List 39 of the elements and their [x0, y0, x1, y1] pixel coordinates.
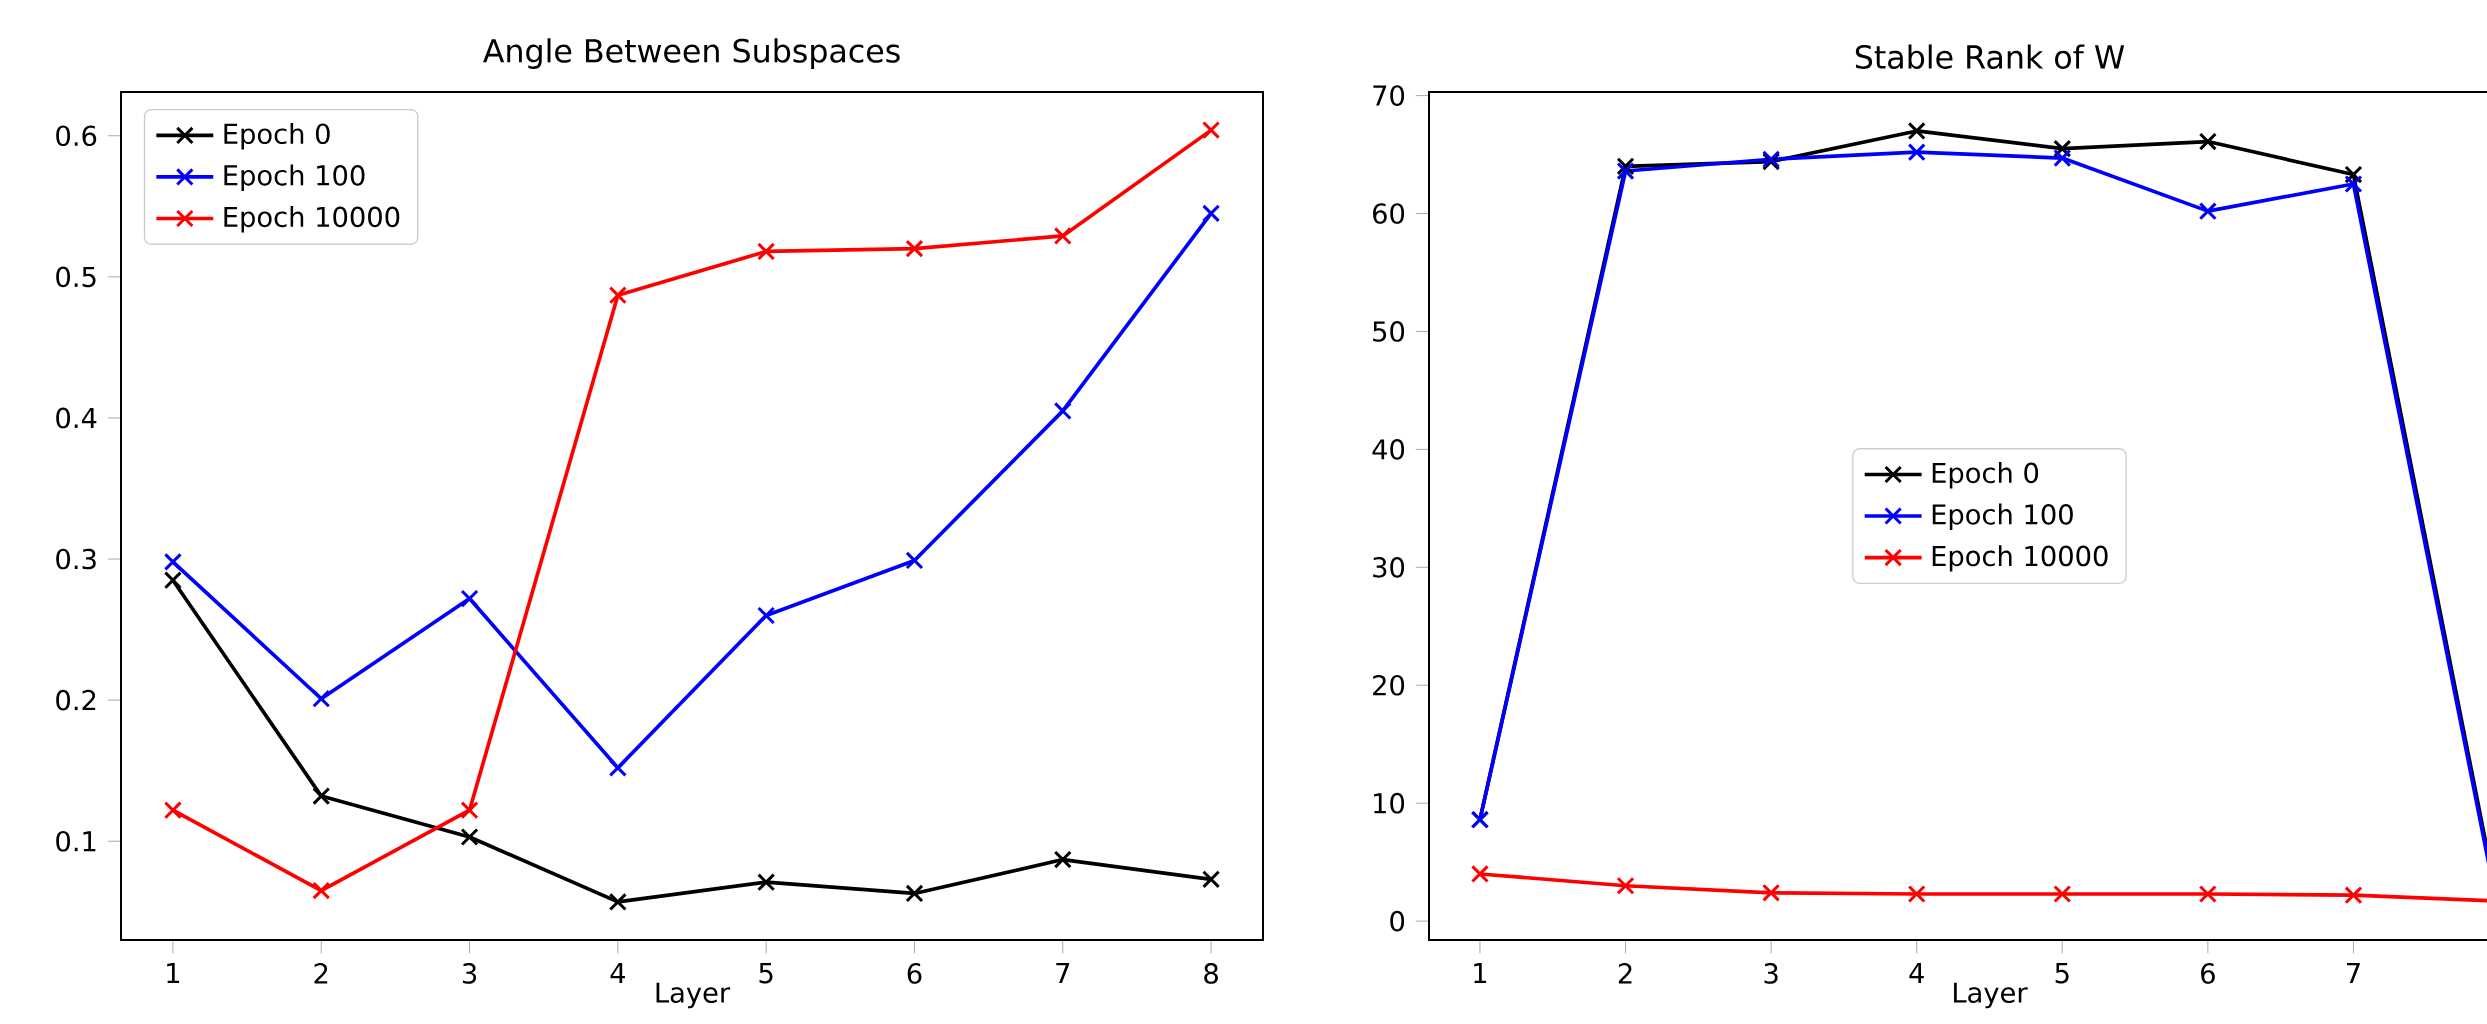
y-tick-label: 0 [1390, 910, 1405, 932]
x-axis-title: Layer [656, 982, 731, 1009]
y-tick-label: 0.5 [56, 266, 96, 288]
chart-title: Angle Between Subspaces [483, 38, 900, 69]
x-axis-title: Layer [1954, 982, 2028, 1009]
x-tick-label: 1 [167, 963, 180, 984]
y-tick-label: 70 [1373, 85, 1405, 106]
x-tick-label: 7 [2347, 963, 2360, 984]
y-tick-label: 0.4 [56, 407, 97, 429]
y-tick-label: 60 [1373, 203, 1405, 224]
y-tick-label: 0.2 [56, 689, 96, 711]
legend-label: Epoch 100 [224, 164, 365, 191]
x-tick-label: 3 [1764, 963, 1778, 984]
legend-label: Epoch 100 [1932, 503, 2073, 531]
y-tick-label: 0.1 [56, 830, 96, 852]
x-tick-label: 6 [2201, 963, 2215, 984]
y-tick-label: 30 [1373, 556, 1405, 578]
x-tick-label: 3 [462, 963, 477, 984]
legend-label: Epoch 0 [1932, 462, 2039, 489]
legend-label: Epoch 0 [224, 122, 330, 150]
y-tick-label: 0.3 [56, 548, 96, 570]
x-tick-label: 8 [1204, 963, 1218, 984]
y-tick-label: 50 [1373, 321, 1405, 342]
x-tick-label: 5 [759, 963, 773, 984]
legend-label: Epoch 10000 [1932, 545, 2108, 572]
x-tick-label: 5 [2055, 963, 2069, 984]
y-tick-label: 0.6 [56, 125, 97, 147]
y-tick-label: 20 [1373, 674, 1405, 696]
x-tick-label: 4 [610, 963, 625, 984]
y-tick-label: 40 [1372, 439, 1405, 460]
x-tick-label: 7 [1056, 963, 1070, 984]
x-tick-label: 6 [907, 963, 922, 984]
legend-label: Epoch 10000 [224, 206, 400, 233]
x-tick-label: 2 [314, 963, 328, 984]
x-tick-label: 4 [1909, 963, 1924, 984]
chart-title: Stable Rank of W [1855, 44, 2125, 69]
y-tick-label: 10 [1374, 792, 1405, 814]
x-tick-label: 1 [1474, 963, 1487, 984]
x-tick-label: 2 [1618, 963, 1632, 984]
